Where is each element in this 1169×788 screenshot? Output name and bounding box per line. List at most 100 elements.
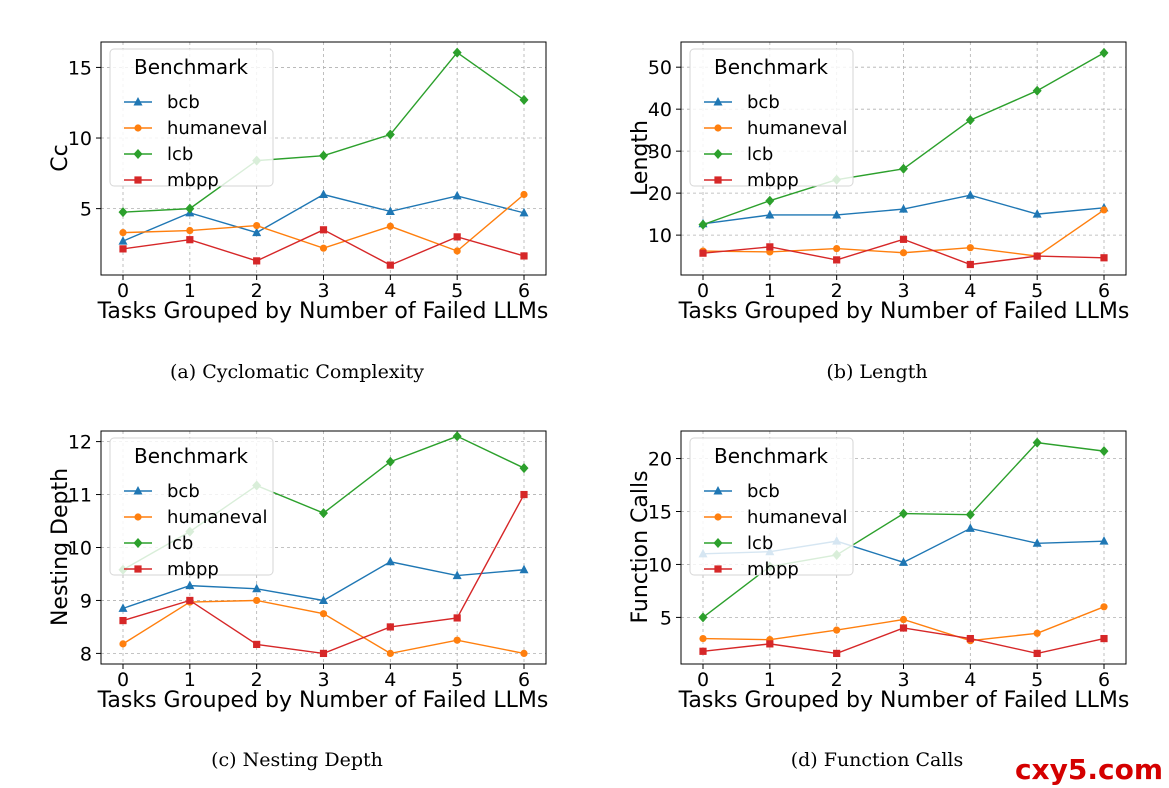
panel-length: 0 1 2 3 4 5 6 10 20 30 40 50 Benchmark bcb humaneval lc… xyxy=(628,41,1129,383)
legend-label-bcb: bcb xyxy=(167,92,200,113)
data-point-bcb xyxy=(519,207,529,217)
legend-label-mbpp: mbpp xyxy=(167,559,219,580)
caption: (b) Length xyxy=(826,361,927,383)
y-tick-label: 5 xyxy=(80,199,92,221)
y-tick-label: 12 xyxy=(68,432,92,454)
data-point-humaneval xyxy=(833,626,841,634)
y-tick-label: 11 xyxy=(68,485,92,507)
x-tick-label: 0 xyxy=(697,280,709,302)
x-tick-label: 1 xyxy=(184,280,196,302)
y-tick-label: 15 xyxy=(648,501,672,523)
data-point-mbpp xyxy=(699,647,707,655)
data-point-humaneval xyxy=(899,249,908,257)
data-point-bcb xyxy=(965,523,975,532)
data-point-mbpp xyxy=(1100,254,1108,262)
data-point-mbpp xyxy=(386,623,394,631)
data-point-mbpp xyxy=(520,490,528,499)
x-tick-label: 2 xyxy=(831,669,843,691)
data-point-mbpp xyxy=(319,226,328,234)
data-point-bcb xyxy=(832,209,842,219)
data-point-lcb xyxy=(698,612,708,623)
data-point-mbpp xyxy=(253,257,261,265)
legend-marker-lcb xyxy=(713,538,723,548)
legend-box xyxy=(689,437,854,576)
data-point-bcb xyxy=(452,570,462,580)
x-tick-label: 2 xyxy=(251,669,263,691)
data-point-bcb xyxy=(765,209,775,219)
x-tick-label: 5 xyxy=(1031,669,1043,691)
y-tick-label: 8 xyxy=(80,643,92,665)
data-point-mbpp xyxy=(386,261,394,269)
x-tick-label: 6 xyxy=(518,280,530,302)
data-point-bcb xyxy=(1032,209,1042,218)
legend-title: Benchmark xyxy=(714,55,828,79)
y-tick-label: 5 xyxy=(660,607,672,629)
legend-label-mbpp: mbpp xyxy=(167,170,219,191)
data-point-humaneval xyxy=(386,222,394,230)
legend-label-mbpp: mbpp xyxy=(747,170,799,191)
data-point-lcb xyxy=(519,94,529,105)
data-point-mbpp xyxy=(833,256,841,264)
legend-marker-lcb xyxy=(133,538,143,548)
legend-label-bcb: bcb xyxy=(747,92,780,113)
data-point-humaneval xyxy=(699,634,707,643)
data-point-humaneval xyxy=(253,221,261,230)
y-axis-label: Function Calls xyxy=(628,470,653,623)
x-tick-label: 1 xyxy=(764,280,776,302)
caption: (c) Nesting Depth xyxy=(211,749,383,771)
y-tick-label: 20 xyxy=(648,183,672,205)
legend-marker-humaneval xyxy=(714,124,722,132)
data-point-humaneval xyxy=(520,649,528,658)
legend-label-humaneval: humaneval xyxy=(167,507,268,528)
y-tick-label: 30 xyxy=(648,141,672,163)
data-point-mbpp xyxy=(119,616,127,625)
caption: (d) Function Calls xyxy=(791,749,964,771)
data-point-lcb xyxy=(385,456,395,467)
legend-label-lcb: lcb xyxy=(747,144,773,165)
data-point-humaneval xyxy=(1033,629,1041,637)
x-tick-label: 4 xyxy=(964,280,976,302)
x-tick-label: 0 xyxy=(117,669,129,691)
x-tick-label: 3 xyxy=(317,669,329,691)
x-tick-label: 3 xyxy=(897,669,909,691)
data-point-bcb xyxy=(965,190,975,199)
data-point-lcb xyxy=(965,509,975,520)
series-line-humaneval xyxy=(122,599,525,655)
x-tick-label: 5 xyxy=(451,669,463,691)
legend-label-humaneval: humaneval xyxy=(747,118,848,139)
data-point-bcb xyxy=(1099,536,1109,545)
legend-label-mbpp: mbpp xyxy=(747,559,799,580)
data-point-lcb xyxy=(319,150,328,161)
legend-marker-bcb xyxy=(713,486,723,495)
legend: Benchmark bcb humaneval lcb mbpp xyxy=(109,48,274,191)
x-axis-label: Tasks Grouped by Number of Failed LLMs xyxy=(97,688,549,713)
legend-label-bcb: bcb xyxy=(747,481,780,502)
legend-marker-lcb xyxy=(133,149,143,159)
data-point-mbpp xyxy=(453,233,461,241)
legend: Benchmark bcb humaneval lcb mbpp xyxy=(109,437,274,580)
legend-label-humaneval: humaneval xyxy=(747,507,848,528)
y-tick-label: 9 xyxy=(80,590,92,612)
data-point-mbpp xyxy=(1100,634,1108,643)
x-axis-label: Tasks Grouped by Number of Failed LLMs xyxy=(97,299,549,324)
data-point-humaneval xyxy=(386,649,394,658)
data-point-lcb xyxy=(899,508,908,519)
data-point-bcb xyxy=(899,557,908,566)
data-point-humaneval xyxy=(520,190,528,199)
data-point-lcb xyxy=(1032,85,1042,96)
x-axis-label: Tasks Grouped by Number of Failed LLMs xyxy=(678,688,1130,713)
data-point-humaneval xyxy=(899,615,908,624)
data-point-bcb xyxy=(252,227,262,237)
y-tick-label: 40 xyxy=(648,99,672,121)
data-point-bcb xyxy=(252,583,262,593)
data-point-lcb xyxy=(118,207,128,218)
legend-title: Benchmark xyxy=(134,55,248,79)
data-point-mbpp xyxy=(1033,252,1041,260)
data-point-humaneval xyxy=(186,226,194,235)
data-point-humaneval xyxy=(119,229,127,237)
legend-marker-mbpp xyxy=(714,176,722,184)
legend-marker-humaneval xyxy=(134,124,142,132)
legend-marker-bcb xyxy=(133,97,143,106)
x-tick-label: 4 xyxy=(964,669,976,691)
